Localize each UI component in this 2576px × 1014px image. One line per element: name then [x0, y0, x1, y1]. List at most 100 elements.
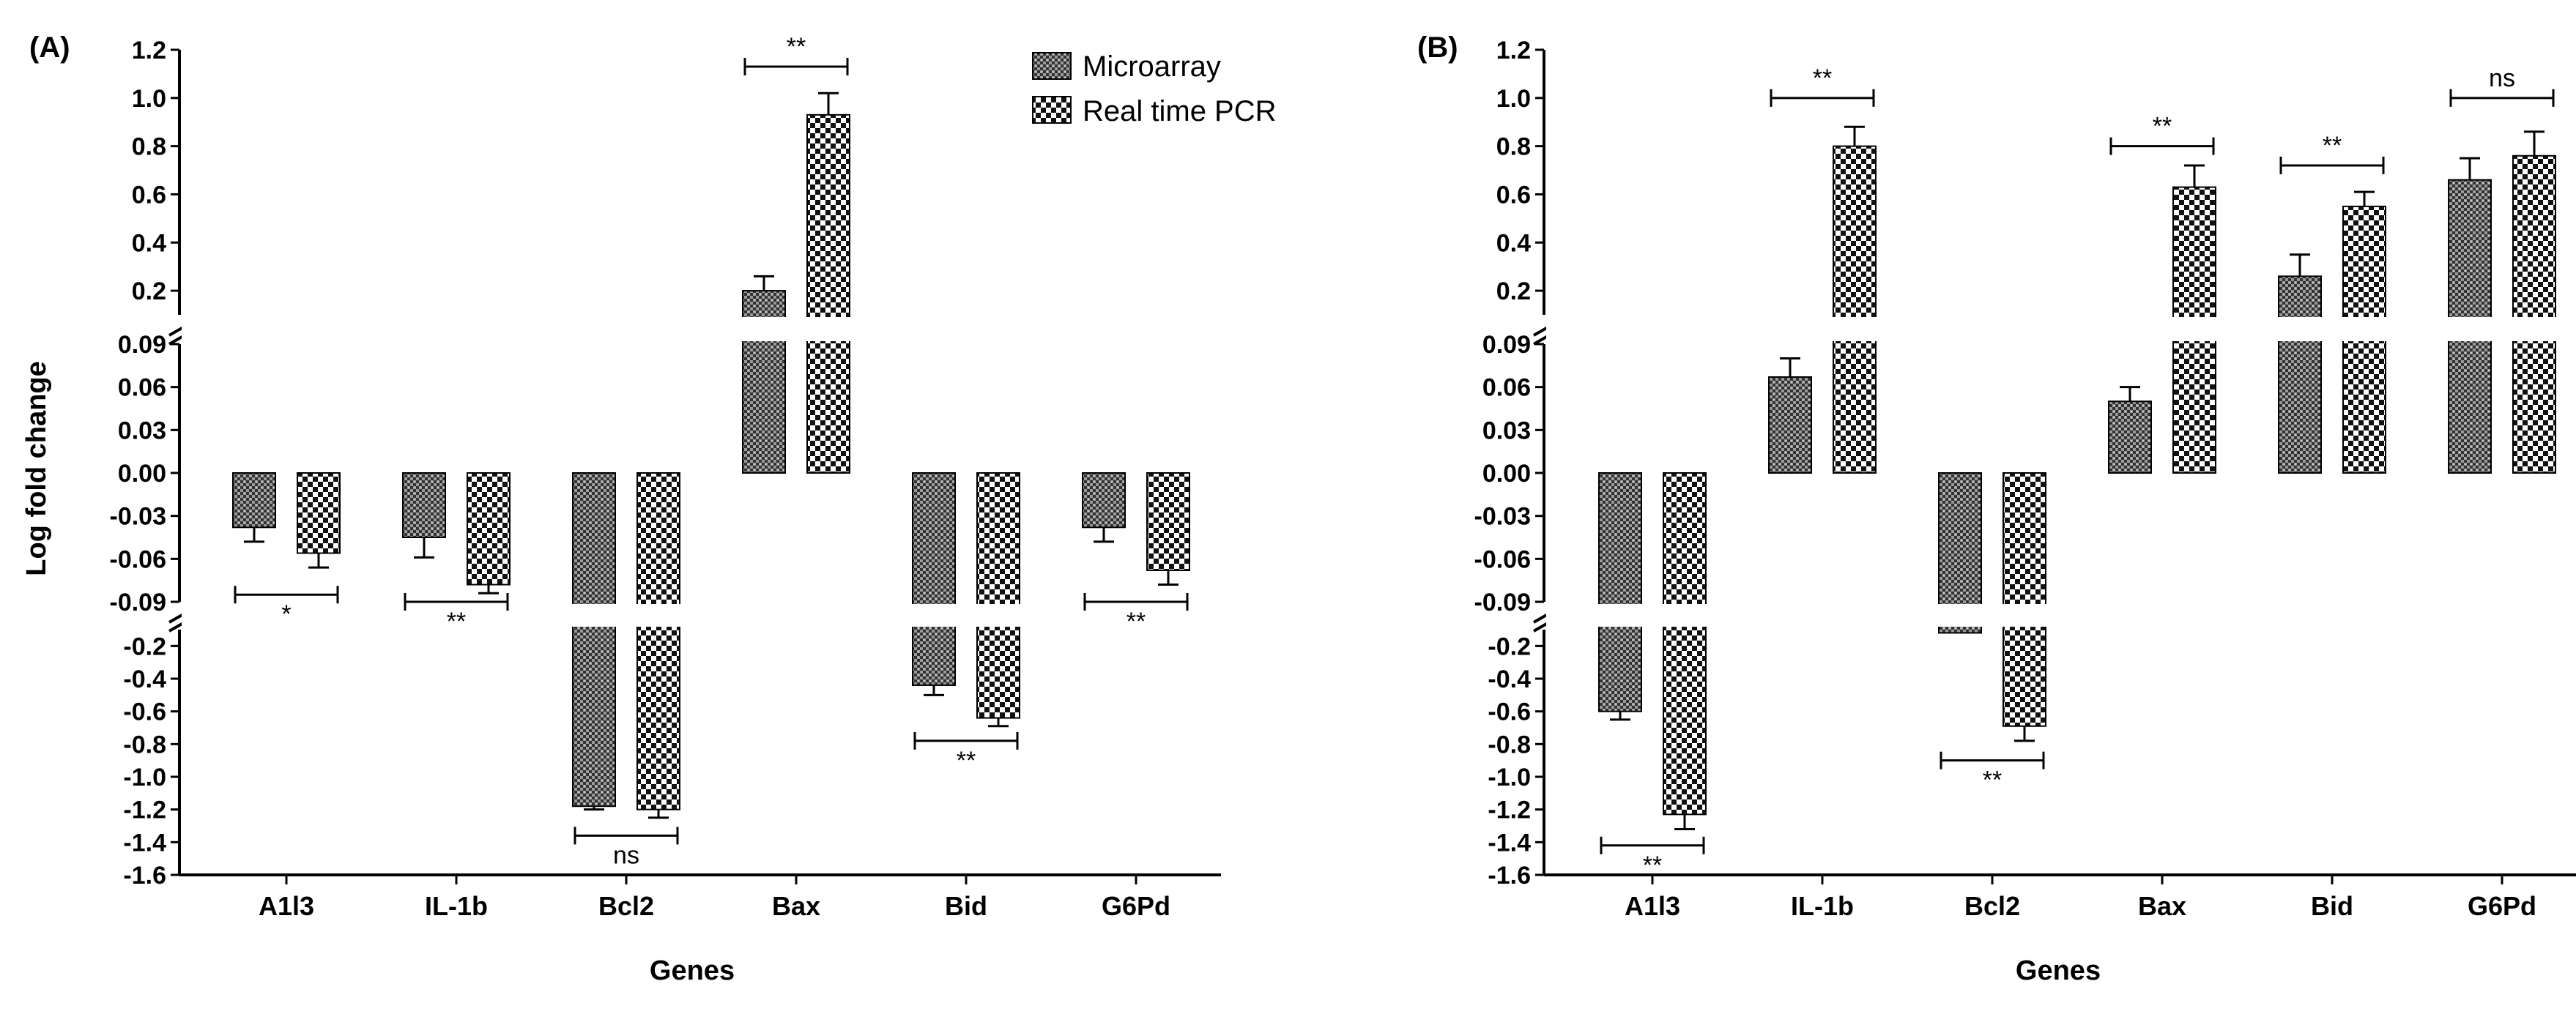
y-tick-label: -1.4: [123, 829, 166, 857]
legend-swatch-real-time-pcr: [1032, 96, 1072, 124]
significance-label: ns: [2489, 64, 2515, 92]
bar-a-bid-microarray: [912, 472, 956, 686]
bar-b-g6pd-real-time-pcr: [2512, 154, 2556, 474]
x-tick-label: Bcl2: [1964, 891, 2020, 921]
y-tick-label: 0.03: [118, 417, 166, 444]
x-tick-label: Bcl2: [598, 891, 654, 921]
y-tick-label: 0.6: [132, 181, 166, 209]
y-tick-label: -0.06: [110, 545, 167, 573]
bar-b-a1l3-real-time-pcr: [1663, 472, 1707, 816]
legend-swatch-microarray: [1032, 52, 1072, 80]
y-tick-label: 1.0: [1496, 85, 1531, 113]
y-tick-label: 1.2: [132, 37, 166, 64]
y-tick-label: -0.6: [123, 698, 166, 726]
y-tick-label: -1.0: [123, 764, 166, 791]
bar-a-bcl2-real-time-pcr: [636, 472, 680, 810]
significance-label: **: [787, 33, 806, 61]
x-tick-label: IL-1b: [425, 891, 488, 921]
y-tick-label: -1.2: [123, 797, 166, 824]
axis-break-gap: [182, 317, 1223, 341]
y-tick-label: -0.4: [123, 666, 166, 693]
significance-label: **: [1813, 64, 1832, 92]
bar-b-a1l3-microarray: [1598, 472, 1642, 712]
y-tick-label: 0.03: [1482, 417, 1531, 444]
x-tick-label: Bid: [945, 891, 987, 921]
y-tick-label: 1.2: [1496, 37, 1531, 64]
y-tick-label: 0.09: [118, 331, 166, 359]
y-tick-label: -1.6: [1488, 862, 1531, 890]
x-tick-label: A1l3: [1625, 891, 1680, 921]
significance-label: **: [2153, 113, 2172, 141]
y-tick-label: -0.09: [110, 589, 167, 616]
bar-a-il-1b-real-time-pcr: [467, 472, 511, 586]
significance-label: ns: [613, 841, 639, 869]
y-tick-label: -0.4: [1488, 666, 1531, 693]
legend: Microarray Real time PCR: [1032, 51, 1277, 127]
y-tick-label: -0.8: [1488, 731, 1531, 758]
y-tick-label: 0.06: [1482, 374, 1531, 402]
bar-b-il-1b-real-time-pcr: [1833, 145, 1877, 474]
y-tick-label: 0.4: [1496, 229, 1531, 257]
y-tick-label: -1.2: [1488, 797, 1531, 824]
bar-b-il-1b-microarray: [1768, 376, 1812, 474]
y-tick-label: 0.2: [132, 277, 166, 305]
y-tick-label: -1.4: [1488, 829, 1531, 857]
legend-label-real-time-pcr: Real time PCR: [1083, 95, 1277, 127]
significance-label: **: [1983, 767, 2002, 794]
y-tick-label: 0.06: [118, 374, 166, 402]
y-tick-label: -0.2: [123, 633, 166, 660]
y-tick-label: -0.03: [1474, 503, 1532, 531]
y-tick-label: 0.8: [132, 133, 166, 161]
y-tick-label: 0.6: [1496, 181, 1531, 209]
bar-a-bid-real-time-pcr: [976, 472, 1020, 719]
significance-label: *: [281, 600, 291, 628]
y-tick-label: 0.2: [1496, 277, 1531, 305]
x-tick-label: Bid: [2311, 891, 2353, 921]
bar-a-a1l3-microarray: [232, 472, 276, 529]
significance-label: **: [1126, 608, 1146, 635]
y-tick-label: 0.00: [118, 460, 166, 488]
significance-label: **: [1643, 851, 1662, 879]
x-axis-title: Genes: [2016, 955, 2101, 986]
panel-b-label: (B): [1417, 31, 1458, 64]
significance-label: **: [2323, 132, 2342, 160]
y-axis-title: Log fold change: [21, 361, 52, 575]
panel-a: (A) 0.2 0.4 0.6 0.8 1.0 1.2 -0.09 -0.06 -0.03 0.0…: [21, 31, 1223, 986]
y-tick-label: -1.0: [1488, 764, 1531, 791]
axis-break-gap: [182, 604, 1223, 627]
x-tick-label: G6Pd: [1102, 891, 1170, 921]
y-tick-label: -0.03: [110, 503, 167, 531]
significance-label: **: [447, 608, 466, 635]
x-tick-label: IL-1b: [1791, 891, 1854, 921]
axis-break-gap: [1546, 317, 2576, 341]
bar-a-il-1b-microarray: [402, 472, 446, 538]
y-tick-label: -0.09: [1474, 589, 1532, 616]
bar-b-bid-microarray: [2278, 275, 2322, 474]
y-tick-label: -0.06: [1474, 545, 1532, 573]
y-tick-label: -0.6: [1488, 698, 1531, 726]
bar-b-bax-microarray: [2108, 400, 2152, 474]
y-tick-label: 0.09: [1482, 331, 1531, 359]
y-tick-label: 1.0: [132, 85, 166, 113]
x-tick-label: Bax: [772, 891, 820, 921]
bar-a-bcl2-microarray: [572, 472, 616, 808]
x-tick-label: Bax: [2138, 891, 2186, 921]
x-tick-label: G6Pd: [2468, 891, 2536, 921]
x-axis-title: Genes: [650, 955, 735, 986]
bar-a-bax-real-time-pcr: [806, 113, 850, 474]
bar-a-g6pd-real-time-pcr: [1146, 472, 1190, 571]
bar-a-g6pd-microarray: [1082, 472, 1126, 529]
y-tick-label: 0.00: [1482, 460, 1531, 488]
y-tick-label: 0.8: [1496, 133, 1531, 161]
significance-label: **: [957, 747, 976, 775]
axis-break-gap: [1546, 604, 2576, 627]
y-tick-label: -1.6: [123, 862, 166, 890]
legend-label-microarray: Microarray: [1083, 51, 1221, 83]
panel-b: (B) 0.2 0.4 0.6 0.8 1.0 1.2 -0.09 -0.06 -0.03 0.0…: [1417, 31, 2576, 986]
bar-a-a1l3-real-time-pcr: [297, 472, 341, 554]
y-tick-label: -0.8: [123, 731, 166, 758]
panel-a-label: (A): [29, 31, 70, 64]
y-tick-label: 0.4: [132, 229, 166, 257]
bar-b-bcl2-real-time-pcr: [2002, 472, 2046, 727]
